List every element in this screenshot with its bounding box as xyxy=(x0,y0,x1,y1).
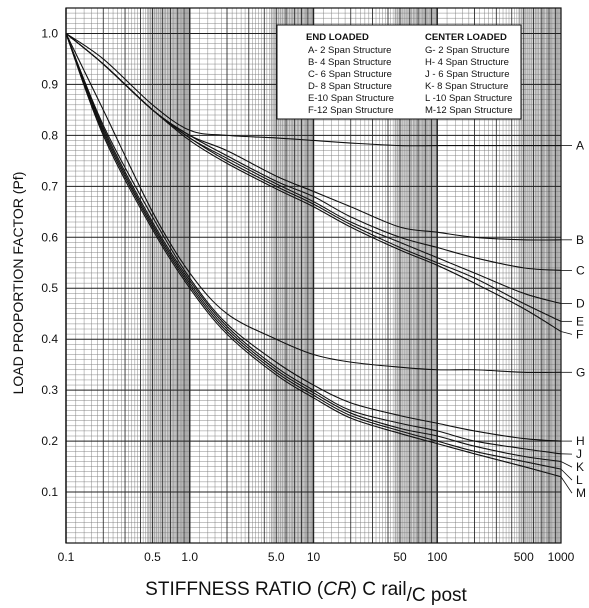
plot-frame xyxy=(65,7,562,544)
x-tick-label: 1.0 xyxy=(181,550,198,564)
curve-leader-f xyxy=(560,331,573,335)
x-tick-label: 0.5 xyxy=(144,550,161,564)
y-tick-label: 0.6 xyxy=(41,230,58,244)
curve-leader-m xyxy=(560,476,573,494)
curve-label-l: L xyxy=(576,473,583,487)
series-line-k xyxy=(65,33,562,463)
y-tick-label: 1.0 xyxy=(41,26,58,40)
y-tick-label: 0.5 xyxy=(41,281,58,295)
curve-label-k: K xyxy=(576,460,584,474)
legend-item-k: K- 8 Span Structure xyxy=(425,81,508,92)
x-tick-label: 100 xyxy=(427,550,447,564)
curve-label-e: E xyxy=(576,314,584,328)
legend-box xyxy=(276,24,522,120)
legend-end-title: END LOADED xyxy=(306,32,369,43)
shading-band xyxy=(146,8,190,543)
x-tick-label: 50 xyxy=(393,550,407,564)
curve-leader-l xyxy=(560,468,573,481)
curve-label-b: B xyxy=(576,233,584,247)
legend: END LOADED CENTER LOADED A- 2 Span Struc… xyxy=(276,24,522,120)
series-line-l xyxy=(65,33,562,470)
y-tick-label: 0.8 xyxy=(41,128,58,142)
legend-item-h: H- 4 Span Structure xyxy=(425,57,509,68)
x-tick-label: 10 xyxy=(307,550,321,564)
curve-label-g: G xyxy=(576,365,585,379)
y-axis-title: LOAD PROPORTION FACTOR (Pf) xyxy=(10,172,26,395)
series-line-j xyxy=(65,33,562,455)
curve-label-a: A xyxy=(576,139,584,153)
curve-label-j: J xyxy=(576,447,582,461)
curve-label-h: H xyxy=(576,434,585,448)
curve-label-c: C xyxy=(576,263,585,277)
y-tick-label: 0.2 xyxy=(41,434,58,448)
x-tick-label: 500 xyxy=(514,550,534,564)
series-line-f xyxy=(65,33,562,333)
curve-label-f: F xyxy=(576,327,583,341)
legend-center-title: CENTER LOADED xyxy=(425,32,507,43)
y-tick-label: 0.1 xyxy=(41,485,58,499)
legend-item-m: M-12 Span Structure xyxy=(425,105,513,116)
legend-item-f: F-12 Span Structure xyxy=(308,105,394,116)
y-tick-label: 0.7 xyxy=(41,179,58,193)
legend-item-d: D- 8 Span Structure xyxy=(308,81,392,92)
legend-item-j: J - 6 Span Structure xyxy=(425,69,509,80)
x-axis-title-main: STIFFNESS RATIO ( xyxy=(145,579,324,600)
legend-item-c: C- 6 Span Structure xyxy=(308,69,392,80)
legend-item-e: E-10 Span Structure xyxy=(308,93,394,104)
legend-item-a: A- 2 Span Structure xyxy=(308,45,391,56)
y-tick-label: 0.3 xyxy=(41,383,58,397)
y-tick-label: 0.4 xyxy=(41,332,58,346)
x-axis-title-italic: CR xyxy=(323,579,351,600)
shading-band xyxy=(518,8,561,543)
x-axis-title: STIFFNESS RATIO (CR) C rail/C post xyxy=(145,579,467,606)
series-line-h xyxy=(65,33,562,442)
x-tick-label: 1000 xyxy=(548,550,575,564)
curve-label-m: M xyxy=(576,486,586,500)
x-tick-label: 5.0 xyxy=(268,550,285,564)
y-tick-labels: 0.1 0.2 0.3 0.4 0.5 0.6 0.7 0.8 0.9 1.0 xyxy=(41,26,58,499)
series-line-a xyxy=(65,33,561,147)
curve-label-d: D xyxy=(576,297,585,311)
x-axis-title-close: ) C rail xyxy=(351,579,407,600)
series-line-g xyxy=(65,33,562,374)
y-tick-label: 0.9 xyxy=(41,77,58,91)
x-axis-title-sub: /C post xyxy=(407,585,468,606)
legend-item-g: G- 2 Span Structure xyxy=(425,45,509,56)
legend-item-b: B- 4 Span Structure xyxy=(308,57,391,68)
x-tick-label: 0.1 xyxy=(58,550,75,564)
series-line-m xyxy=(65,33,562,478)
legend-item-l: L -10 Span Structure xyxy=(425,93,512,104)
curve-leader-k xyxy=(560,461,573,468)
x-tick-labels: 0.1 0.5 1.0 5.0 10 50 100 500 1000 xyxy=(58,550,575,564)
series-lines xyxy=(65,33,562,478)
